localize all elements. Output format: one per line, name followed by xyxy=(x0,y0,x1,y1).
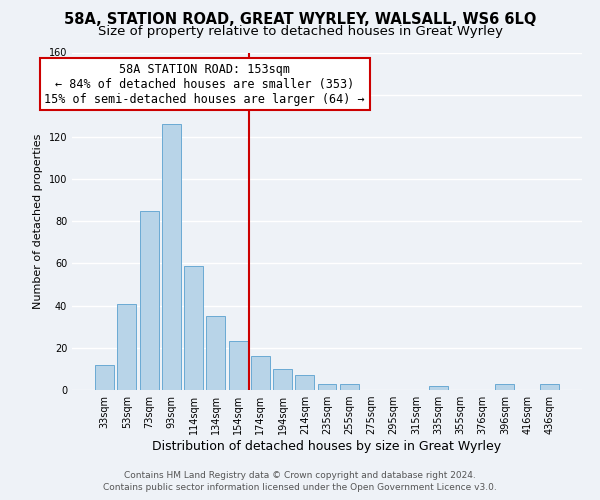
Bar xyxy=(340,384,359,390)
Y-axis label: Number of detached properties: Number of detached properties xyxy=(33,134,43,309)
Bar xyxy=(95,364,114,390)
Text: 58A STATION ROAD: 153sqm
← 84% of detached houses are smaller (353)
15% of semi-: 58A STATION ROAD: 153sqm ← 84% of detach… xyxy=(44,62,365,106)
Bar xyxy=(273,369,292,390)
Bar xyxy=(317,384,337,390)
Bar xyxy=(184,266,203,390)
Bar xyxy=(429,386,448,390)
Bar xyxy=(540,384,559,390)
Text: Contains HM Land Registry data © Crown copyright and database right 2024.
Contai: Contains HM Land Registry data © Crown c… xyxy=(103,471,497,492)
Bar xyxy=(140,210,158,390)
Bar xyxy=(229,342,248,390)
Bar xyxy=(251,356,270,390)
Bar xyxy=(118,304,136,390)
Bar xyxy=(162,124,181,390)
Bar xyxy=(496,384,514,390)
Bar xyxy=(206,316,225,390)
Bar xyxy=(295,375,314,390)
X-axis label: Distribution of detached houses by size in Great Wyrley: Distribution of detached houses by size … xyxy=(152,440,502,453)
Text: Size of property relative to detached houses in Great Wyrley: Size of property relative to detached ho… xyxy=(97,25,503,38)
Text: 58A, STATION ROAD, GREAT WYRLEY, WALSALL, WS6 6LQ: 58A, STATION ROAD, GREAT WYRLEY, WALSALL… xyxy=(64,12,536,28)
